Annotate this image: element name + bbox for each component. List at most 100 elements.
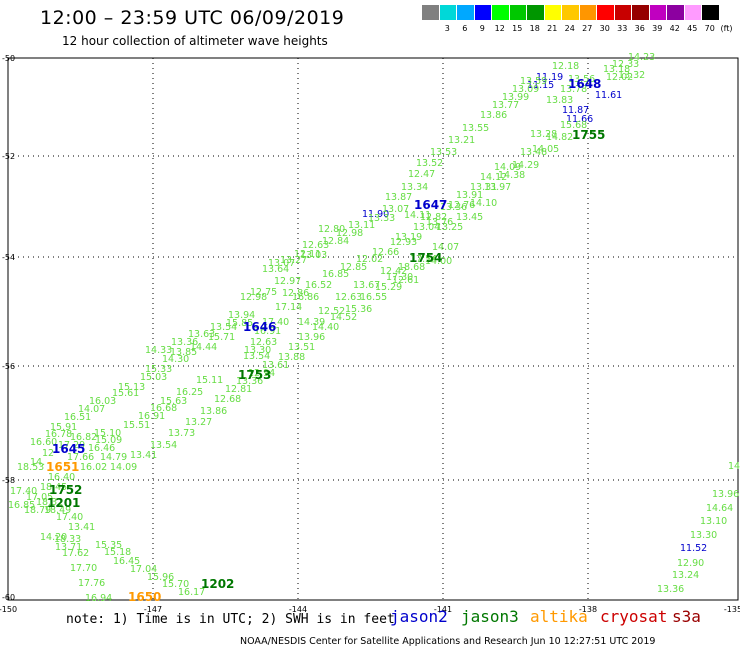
legend-cell xyxy=(421,5,439,33)
swh-observation: 12.93 xyxy=(390,237,417,248)
swh-observation: 12.63 xyxy=(302,240,329,251)
swh-observation: 12.75 xyxy=(250,287,277,298)
swh-observation: 13.55 xyxy=(462,123,489,134)
swh-observation: 11.61 xyxy=(595,90,622,101)
swh-observation: 13.30 xyxy=(690,530,717,541)
swh-observation: 13.61 xyxy=(262,360,289,371)
swh-observation: 13.54 xyxy=(150,440,177,451)
pass-time-label: 1647 xyxy=(414,198,447,212)
swh-observation: 11.15 xyxy=(527,80,554,91)
lon-tick-label: -141 xyxy=(434,605,452,614)
swh-observation: 13.11 xyxy=(348,220,375,231)
swh-observation: 13.03 xyxy=(300,250,327,261)
swh-observation: 12.61 xyxy=(392,275,419,286)
legend-label: 15 xyxy=(512,24,523,33)
swh-observation: 14.00 xyxy=(425,256,452,267)
swh-observation: 13.88 xyxy=(278,352,305,363)
swh-observation: 13.27 xyxy=(185,417,212,428)
swh-observation: 15.96 xyxy=(147,572,174,583)
pass-time-label: 1754 xyxy=(409,251,442,265)
swh-observation: 13.76 xyxy=(426,217,453,228)
legend-label: 21 xyxy=(547,24,558,33)
swh-observation: 15.33 xyxy=(145,364,172,375)
swh-observation: 12.86 xyxy=(282,288,309,299)
legend-swatch xyxy=(596,5,614,20)
swh-observation: 12.68 xyxy=(214,394,241,405)
swh-observation: 15.70 xyxy=(162,579,189,590)
swh-observation: 15.11 xyxy=(196,375,223,386)
swh-observation: 14.40 xyxy=(312,322,339,333)
swh-observation: 13.24 xyxy=(672,570,699,581)
swh-observation: 13.19 xyxy=(395,232,422,243)
legend-cell: 39 xyxy=(648,5,666,33)
swh-observation: 14.05 xyxy=(532,144,559,155)
legend-cell: 21 xyxy=(543,5,561,33)
swh-observation: 13.94 xyxy=(228,310,255,321)
swh-observation: 13.25 xyxy=(436,222,463,233)
legend-label: 33 xyxy=(617,24,628,33)
swh-observation: 17.76 xyxy=(78,578,105,589)
pass-time-label: 1202 xyxy=(201,577,234,591)
legend-swatch xyxy=(421,5,439,20)
legend-label: 39 xyxy=(652,24,663,33)
satellite-label-cryosat: cryosat xyxy=(600,607,668,626)
swh-observation: 17.54 xyxy=(410,254,437,265)
swh-observation: 13.77 xyxy=(492,100,519,111)
swh-observation: 14.11 xyxy=(404,210,431,221)
legend-label: 45 xyxy=(687,24,698,33)
swh-observation: 15.63 xyxy=(160,396,187,407)
lat-tick-label: -60 xyxy=(2,593,15,602)
swh-observation: 13.54 xyxy=(243,351,270,362)
swh-observation: 18.79 xyxy=(24,505,51,516)
swh-observation: 13.99 xyxy=(502,92,529,103)
swh-observation: 11.90 xyxy=(362,209,389,220)
legend-label: 9 xyxy=(479,24,485,33)
satellite-label-s3a: s3a xyxy=(672,607,701,626)
map-frame xyxy=(7,57,739,601)
swh-observation: 12.98 xyxy=(240,292,267,303)
lat-tick-label: -54 xyxy=(2,253,15,262)
swh-observation: 12.97 xyxy=(274,276,301,287)
lon-tick-label: -138 xyxy=(579,605,597,614)
swh-observation: 14.10 xyxy=(470,198,497,209)
legend-swatch xyxy=(683,5,701,20)
legend-cell: 6 xyxy=(456,5,474,33)
pass-time-label: 1646 xyxy=(243,320,276,334)
swh-observation: 12.11 xyxy=(294,249,321,260)
legend-cell: 12 xyxy=(491,5,509,33)
swh-observation: 12.98 xyxy=(336,228,363,239)
swh-observation: 14.20 xyxy=(40,532,67,543)
legend-cell: 18 xyxy=(526,5,544,33)
swh-observation: 13.36 xyxy=(236,376,263,387)
swh-observation: 16.46 xyxy=(88,443,115,454)
swh-observation: 16.85 xyxy=(8,500,35,511)
swh-observation: 14.98 xyxy=(728,461,740,472)
swh-observation: 13.04 xyxy=(413,222,440,233)
swh-observation: 13.45 xyxy=(456,212,483,223)
legend-swatch xyxy=(456,5,474,20)
legend-label: 3 xyxy=(444,24,450,33)
pass-time-label: 1650 xyxy=(128,590,161,604)
swh-observation: 13.73 xyxy=(168,428,195,439)
legend-swatch xyxy=(578,5,596,20)
swh-observation: 13.97 xyxy=(484,182,511,193)
swh-observation: 12 xyxy=(42,448,54,459)
legend-swatch xyxy=(613,5,631,20)
swh-observation: 13.67 xyxy=(353,280,380,291)
swh-observation: 16.94 xyxy=(85,593,112,604)
swh-observation: 12.02 xyxy=(356,254,383,265)
swh-observation: 13.78 xyxy=(560,84,587,95)
swh-observation: 16.82 xyxy=(70,432,97,443)
swh-observation: 17.66 xyxy=(67,452,94,463)
swh-observation: 15.18 xyxy=(104,547,131,558)
swh-observation: 12.81 xyxy=(225,384,252,395)
swh-observation: 16.45 xyxy=(113,556,140,567)
swh-observation: 13.10 xyxy=(700,516,727,527)
swh-observation: 12.33 xyxy=(612,59,639,70)
swh-observation: 14.39 xyxy=(298,317,325,328)
swh-observation: 11.19 xyxy=(536,72,563,83)
pass-time-label: 1648 xyxy=(568,77,601,91)
swh-observation: 17.04 xyxy=(130,564,157,575)
legend-label: 42 xyxy=(669,24,680,33)
swh-observation: 13.27 xyxy=(280,255,307,266)
